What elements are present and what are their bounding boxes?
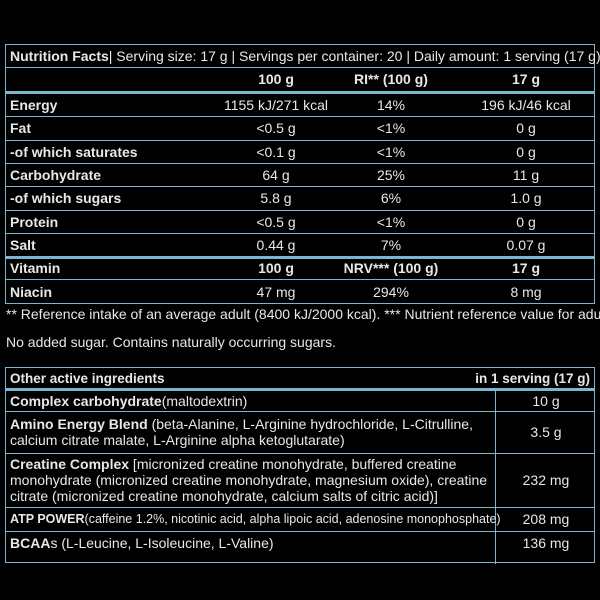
nutrition-title: Nutrition Facts (10, 48, 109, 64)
column-header-row: 100 g RI** (100 g) 17 g (6, 68, 594, 90)
ingredient-detail: (maltodextrin) (161, 393, 248, 409)
active-row: Amino Energy Blend (beta-Alanine, L-Argi… (6, 412, 594, 452)
nutrient-row: Salt 0.44 g 7% 0.07 g (6, 234, 594, 256)
nutrient-row: Carbohydrate 64 g 25% 11 g (6, 164, 594, 186)
active-row: Creatine Complex [micronized creatine mo… (6, 454, 594, 506)
row-label: Energy (10, 97, 58, 114)
divider (6, 186, 594, 188)
row-value-100g: 0.44 g (256, 236, 296, 253)
divider (6, 453, 594, 454)
divider (6, 67, 594, 68)
row-value-ri: 6% (380, 190, 402, 207)
divider (6, 531, 594, 532)
row-value-serving: 0 g (516, 120, 536, 137)
row-label: Protein (10, 213, 59, 230)
ingredient-amount: 10 g (532, 393, 560, 409)
row-label: -of which sugars (10, 190, 122, 207)
ingredient-name: Amino Energy Blend (10, 416, 148, 432)
ingredient-amount: 232 mg (522, 472, 570, 488)
row-value-100g: <0.5 g (256, 120, 296, 137)
divider (6, 411, 594, 412)
sugar-note: No added sugar. Contains naturally occur… (6, 334, 336, 350)
row-value-ri: 7% (380, 236, 402, 253)
reference-note: ** Reference intake of an average adult … (6, 306, 600, 322)
divider (6, 232, 594, 234)
ingredient-name: ATP POWER (10, 512, 85, 526)
row-label: -of which saturates (10, 143, 138, 160)
col-ri: RI** (100 g) (354, 71, 428, 87)
divider (6, 209, 594, 211)
active-row: ATP POWER (caffeine 1.2%, nicotinic acid… (6, 508, 594, 530)
nutrient-row: Fat <0.5 g <1% 0 g (6, 117, 594, 139)
row-label: Carbohydrate (10, 167, 102, 184)
vitamin-header-row: Vitamin 100 g NRV*** (100 g) 17 g (6, 257, 594, 279)
active-header-amount: in 1 serving (17 g) (475, 370, 590, 386)
row-label: Salt (10, 236, 36, 253)
nutrient-row: Energy 1155 kJ/271 kcal 14% 196 kJ/46 kcal (6, 94, 594, 116)
row-value-ri: <1% (376, 213, 406, 230)
row-value-ri: <1% (376, 120, 406, 137)
ingredient-detail: (caffeine 1.2%, nicotinic acid, alpha li… (84, 512, 501, 526)
active-header-label: Other active ingredients (10, 370, 165, 386)
row-value-100g: <0.1 g (256, 143, 296, 160)
row-value-nrv: 294% (373, 283, 409, 300)
nutrient-row: -of which saturates <0.1 g <1% 0 g (6, 141, 594, 163)
nutrient-row: Protein <0.5 g <1% 0 g (6, 211, 594, 233)
ingredient-detail: (beta-Alanine, L-Arginine hydrochloride,… (10, 416, 473, 448)
divider (6, 162, 594, 164)
niacin-row: Niacin 47 mg 294% 8 mg (6, 280, 594, 303)
ingredient-name: Complex carbohydrate (10, 393, 162, 409)
divider (6, 256, 594, 260)
active-header-row: Other active ingredients in 1 serving (1… (6, 368, 594, 388)
divider (6, 279, 594, 280)
row-value-ri: <1% (376, 143, 406, 160)
ingredient-detail: [micronized creatine monohydrate, buffer… (10, 456, 488, 504)
vitamin-col-serving: 17 g (511, 260, 540, 276)
nutrient-row: -of which sugars 5.8 g 6% 1.0 g (6, 187, 594, 209)
row-value-100g: <0.5 g (256, 213, 296, 230)
row-value-100g: 5.8 g (260, 190, 292, 207)
ingredient-detail: s (L-Leucine, L-Isoleucine, L-Valine) (50, 535, 274, 551)
row-value-100g: 64 g (262, 167, 290, 184)
ingredient-name: BCAA (10, 535, 51, 551)
divider (6, 139, 594, 141)
row-label: Niacin (10, 283, 53, 300)
vitamin-col-nrv: NRV*** (100 g) (343, 260, 439, 276)
row-value-serving: 8 mg (510, 283, 542, 300)
divider (6, 91, 594, 94)
serving-info: | Serving size: 17 g | Servings per cont… (108, 48, 600, 64)
ingredient-amount: 208 mg (522, 511, 570, 527)
ingredient-amount: 136 mg (522, 535, 570, 551)
nutrition-header: Nutrition Facts | Serving size: 17 g | S… (6, 45, 600, 67)
row-value-serving: 0 g (516, 213, 536, 230)
column-divider (495, 391, 496, 564)
active-row: BCAA s (L-Leucine, L-Isoleucine, L-Valine… (6, 532, 594, 554)
nutrition-facts-table: Nutrition Facts | Serving size: 17 g | S… (5, 44, 600, 304)
row-value-100g: 47 mg (256, 283, 296, 300)
row-value-ri: 25% (376, 167, 406, 184)
row-value-ri: 14% (376, 97, 406, 114)
vitamin-col-100g: 100 g (258, 260, 294, 276)
ingredient-name: Creatine Complex (10, 456, 130, 472)
active-ingredients-table: Other active ingredients in 1 serving (1… (5, 367, 595, 564)
row-value-serving: 1.0 g (510, 190, 542, 207)
ingredient-amount: 3.5 g (530, 424, 562, 440)
row-value-serving: 0.07 g (506, 236, 546, 253)
divider (6, 116, 594, 118)
row-value-serving: 0 g (516, 143, 536, 160)
row-value-100g: 1155 kJ/271 kcal (223, 97, 329, 114)
col-100g: 100 g (258, 71, 294, 87)
row-label: Fat (10, 120, 31, 137)
divider (6, 507, 594, 508)
divider (6, 388, 594, 391)
col-serving: 17 g (511, 71, 540, 87)
row-value-serving: 11 g (512, 167, 540, 184)
active-row: Complex carbohydrate (maltodextrin) 10 g (6, 391, 594, 411)
row-value-serving: 196 kJ/46 kcal (481, 97, 571, 114)
vitamin-label: Vitamin (10, 260, 61, 276)
